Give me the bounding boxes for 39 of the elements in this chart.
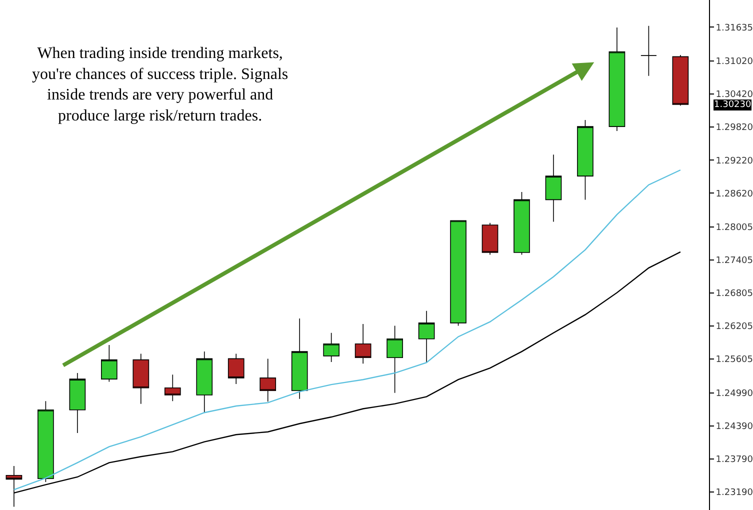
y-tick-label: 1.26805	[716, 289, 753, 300]
candlestick	[608, 27, 626, 132]
candlestick	[132, 353, 150, 404]
candlestick	[545, 154, 562, 222]
y-tick-label: 1.27405	[716, 256, 753, 266]
y-tick-label: 1.23790	[716, 454, 753, 465]
candlestick	[577, 120, 594, 200]
y-tick-label: 1.25605	[716, 355, 753, 366]
candlestick	[164, 374, 181, 402]
candlestick	[228, 353, 244, 384]
candlestick	[38, 400, 54, 482]
y-tick-label: 1.31635	[716, 23, 753, 34]
candlestick	[386, 325, 403, 394]
y-tick-label: 1.24390	[716, 422, 753, 432]
candlestick	[450, 220, 466, 326]
candlestick	[640, 25, 657, 76]
candlestick	[514, 192, 530, 256]
candlestick	[418, 310, 435, 363]
y-tick-label: 1.29220	[716, 156, 753, 166]
y-tick-label: 1.29820	[716, 123, 753, 134]
candlestick	[196, 351, 213, 414]
candlestick	[323, 332, 340, 362]
y-tick-label: 1.24990	[716, 388, 753, 399]
y-tick-label: 1.26205	[716, 322, 753, 332]
candlestick	[291, 318, 308, 400]
annotation: When trading inside trending markets, you're chances of success triple. Signals inside trends are very powerful and produce large risk/return trades.	[32, 45, 288, 124]
line-series	[13, 169, 682, 490]
y-tick-label: 1.23190	[716, 488, 753, 498]
text: 1.30230	[714, 100, 752, 110]
candlestick	[101, 344, 118, 382]
y-tick-label: 1.30420	[716, 90, 753, 100]
y-tick-label: 1.28005	[716, 223, 753, 234]
candlestick	[260, 358, 276, 402]
candlestick	[354, 324, 372, 364]
candlestick	[482, 222, 498, 256]
candlestick	[672, 54, 689, 106]
y-tick-label: 1.28620	[716, 189, 753, 200]
candlestick	[69, 372, 86, 434]
y-tick-label: 1.31020	[716, 57, 753, 68]
